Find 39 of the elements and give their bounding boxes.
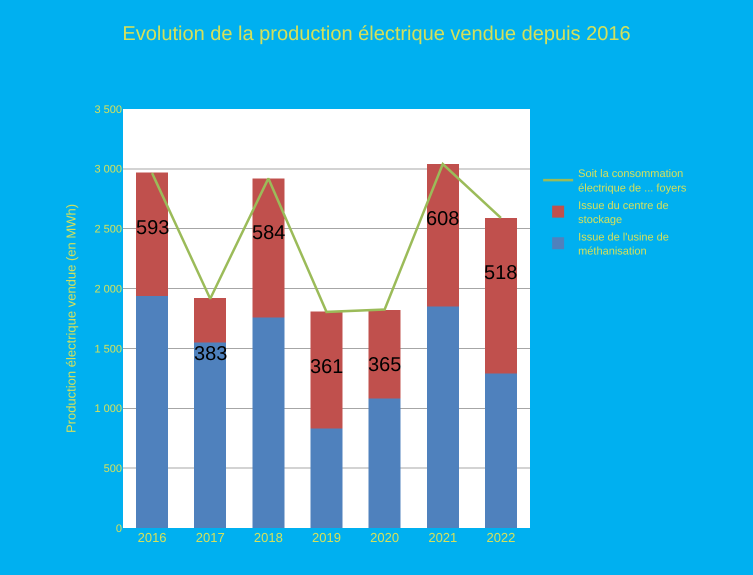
x-tick-label: 2016 — [138, 530, 167, 545]
bar — [426, 306, 459, 528]
data-label: 608 — [426, 208, 460, 230]
x-tick-label: 2017 — [196, 530, 225, 545]
bar — [426, 164, 459, 307]
data-label: 518 — [484, 262, 518, 284]
y-axis-title: Production électrique vendue (en MWh) — [63, 204, 78, 434]
y-tick-label: 2 500 — [94, 224, 122, 236]
x-tick-label: 2022 — [486, 530, 516, 545]
bar — [136, 296, 168, 528]
bar — [310, 311, 342, 429]
y-tick-label: 0 — [116, 522, 122, 535]
data-label: 593 — [136, 217, 170, 239]
x-tick-label: 2019 — [312, 530, 341, 545]
bar — [310, 428, 342, 528]
data-label: 365 — [368, 354, 402, 376]
bar — [252, 178, 284, 318]
data-label: 361 — [310, 356, 344, 378]
y-tick-label: 1 500 — [94, 343, 122, 356]
bar — [484, 218, 517, 374]
x-tick-label: 2020 — [370, 530, 400, 545]
y-tick-label: 3 000 — [94, 164, 122, 176]
bar — [194, 298, 226, 342]
y-tick-label: 3 500 — [94, 104, 122, 116]
y-tick-label: 1 000 — [94, 403, 122, 416]
legend-label: Issue de l'usine de méthanisation — [578, 231, 669, 258]
legend-label: Issue du centre de stockage — [578, 200, 669, 226]
bar — [136, 172, 168, 296]
bar — [252, 317, 284, 528]
y-tick-label: 2 000 — [94, 283, 122, 296]
x-tick-label: 2018 — [254, 530, 283, 545]
y-tick-label: 500 — [104, 462, 122, 475]
bar — [368, 310, 401, 399]
bar — [194, 342, 226, 528]
legend-label: Soit la consommation électrique de ... foyers — [578, 168, 687, 195]
chart-title: Evolution de la production électrique vendue depuis 2016 — [122, 22, 631, 45]
x-tick-label: 2021 — [428, 530, 458, 545]
bar — [484, 374, 517, 528]
bar — [368, 398, 401, 528]
